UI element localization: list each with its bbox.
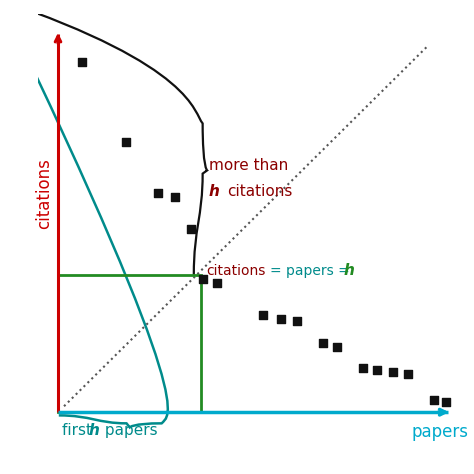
Text: h: h (343, 264, 354, 278)
Point (442, 399, 449, 406)
Text: = papers =: = papers = (270, 264, 349, 278)
Text: citations: citations (207, 264, 266, 278)
Text: h: h (209, 184, 219, 199)
Point (259, 311, 267, 319)
Point (155, 190, 162, 197)
Point (374, 366, 381, 374)
Text: citations: citations (35, 158, 53, 229)
Point (430, 396, 438, 404)
Text: first: first (62, 423, 97, 438)
Text: citations: citations (227, 184, 292, 199)
Point (122, 138, 130, 146)
Point (78, 58, 86, 66)
Point (333, 343, 341, 350)
Text: papers: papers (100, 423, 158, 438)
Point (277, 315, 285, 322)
Point (360, 365, 367, 372)
Text: more than: more than (209, 158, 288, 173)
Bar (58, 275, 201, 412)
Point (319, 339, 327, 346)
Point (404, 371, 411, 378)
Point (171, 193, 178, 201)
Point (390, 369, 397, 376)
Point (187, 225, 194, 233)
Text: papers: papers (411, 423, 468, 441)
Point (293, 317, 301, 325)
Point (199, 275, 207, 283)
Text: h: h (88, 423, 99, 438)
Point (213, 279, 220, 287)
